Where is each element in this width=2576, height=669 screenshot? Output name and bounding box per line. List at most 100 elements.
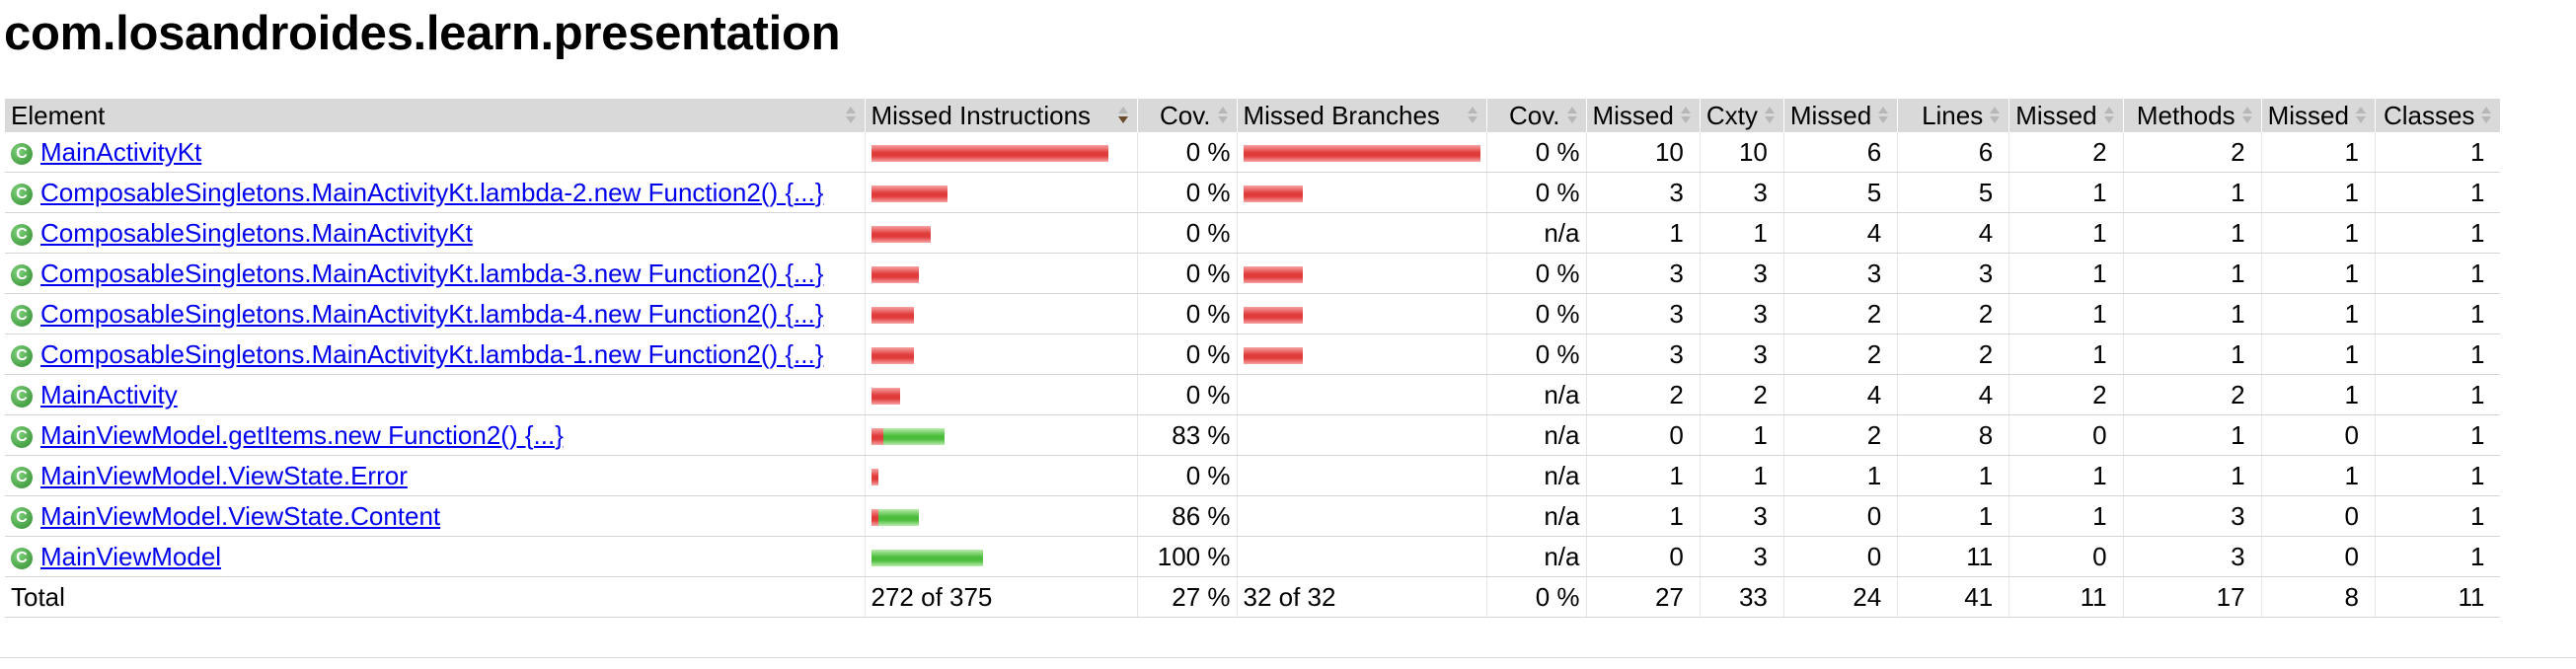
- missed-lines: 5: [1782, 172, 1898, 213]
- instructions-coverage: 0 %: [1136, 212, 1237, 254]
- complexity: 3: [1699, 293, 1784, 334]
- missed-instructions-bar: [871, 307, 914, 325]
- element-link[interactable]: ComposableSingletons.MainActivityKt.lamb…: [40, 258, 824, 288]
- missed-branches-bar: [1243, 266, 1303, 284]
- header-missed-classes[interactable]: Missed: [2260, 99, 2376, 132]
- instructions-coverage: 0 %: [1136, 253, 1237, 294]
- lines: 6: [1897, 132, 2009, 173]
- branches-coverage: n/a: [1485, 495, 1586, 537]
- element-cell: C MainViewModel.getItems.new Function2() …: [5, 414, 865, 456]
- total-classes: 11: [2374, 576, 2501, 618]
- covered-instructions-bar: [877, 509, 919, 527]
- instructions-coverage: 0 %: [1136, 172, 1237, 213]
- missed-methods: 1: [2008, 455, 2124, 496]
- table-row: C ComposableSingletons.MainActivityKt.lam…: [5, 293, 2501, 334]
- branches-bar-cell: [1236, 536, 1486, 577]
- missed-methods: 2: [2008, 132, 2124, 173]
- header-missed-branches[interactable]: Missed Branches: [1236, 99, 1486, 132]
- methods: 1: [2122, 293, 2262, 334]
- missed-instructions-bar: [871, 145, 1108, 163]
- missed-branches-bar: [1243, 347, 1303, 365]
- branches-bar-cell: [1236, 172, 1486, 213]
- element-link[interactable]: MainViewModel.getItems.new Function2() {…: [40, 419, 564, 450]
- class-icon: C: [11, 263, 33, 286]
- missed-complexity: 3: [1585, 293, 1701, 334]
- complexity: 10: [1699, 132, 1784, 173]
- branches-coverage: 0 %: [1485, 334, 1586, 375]
- header-methods[interactable]: Methods: [2122, 99, 2262, 132]
- total-branches: 32 of 32: [1236, 576, 1486, 618]
- header-missed-lines[interactable]: Missed: [1782, 99, 1898, 132]
- missed-complexity: 1: [1585, 212, 1701, 254]
- branches-bar-cell: [1236, 334, 1486, 375]
- instructions-bar-cell: [864, 253, 1137, 294]
- missed-lines: 4: [1782, 212, 1898, 254]
- element-link[interactable]: ComposableSingletons.MainActivityKt.lamb…: [40, 338, 824, 369]
- total-complexity: 33: [1699, 576, 1784, 618]
- classes: 1: [2374, 293, 2501, 334]
- sort-icon: [1467, 107, 1478, 124]
- methods: 1: [2122, 334, 2262, 375]
- missed-classes: 0: [2260, 536, 2376, 577]
- element-cell: C ComposableSingletons.MainActivityKt.lam…: [5, 172, 865, 213]
- branches-bar-cell: [1236, 293, 1486, 334]
- missed-classes: 1: [2260, 172, 2376, 213]
- coverage-table: Element Missed Instructions Cov. Missed …: [5, 99, 2501, 618]
- header-row: Element Missed Instructions Cov. Missed …: [5, 99, 2501, 132]
- element-link[interactable]: MainActivity: [40, 379, 178, 409]
- table-row: C MainViewModel.ViewState.Content 86 % n/a 1…: [5, 495, 2501, 537]
- sort-icon: [1566, 107, 1578, 124]
- branches-bar-cell: [1236, 212, 1486, 254]
- sort-icon: [2103, 107, 2115, 124]
- element-link[interactable]: MainActivityKt: [40, 136, 202, 167]
- header-instructions-coverage[interactable]: Cov.: [1136, 99, 1237, 132]
- header-element[interactable]: Element: [5, 99, 865, 132]
- header-missed-complexity[interactable]: Missed: [1585, 99, 1701, 132]
- element-link[interactable]: MainViewModel: [40, 541, 222, 571]
- classes: 1: [2374, 455, 2501, 496]
- class-icon: C: [11, 183, 33, 205]
- instructions-bar-cell: [864, 374, 1137, 415]
- missed-instructions-bar: [871, 226, 931, 244]
- lines: 1: [1897, 495, 2009, 537]
- header-branches-coverage[interactable]: Cov.: [1485, 99, 1586, 132]
- instructions-coverage: 86 %: [1136, 495, 1237, 537]
- covered-instructions-bar: [882, 428, 945, 446]
- instructions-bar-cell: [864, 455, 1137, 496]
- header-complexity[interactable]: Cxty: [1699, 99, 1784, 132]
- header-missed-methods[interactable]: Missed: [2008, 99, 2124, 132]
- class-icon: C: [11, 506, 33, 529]
- branches-coverage: 0 %: [1485, 172, 1586, 213]
- element-link[interactable]: ComposableSingletons.MainActivityKt.lamb…: [40, 298, 824, 329]
- element-cell: C ComposableSingletons.MainActivityKt.lam…: [5, 293, 865, 334]
- lines: 1: [1897, 455, 2009, 496]
- sort-icon: [1764, 107, 1776, 124]
- element-link[interactable]: ComposableSingletons.MainActivityKt.lamb…: [40, 177, 824, 207]
- header-lines[interactable]: Lines: [1897, 99, 2009, 132]
- header-classes[interactable]: Classes: [2374, 99, 2501, 132]
- element-link[interactable]: ComposableSingletons.MainActivityKt: [40, 217, 473, 248]
- sort-icon: [1877, 107, 1889, 124]
- branches-coverage: n/a: [1485, 414, 1586, 456]
- classes: 1: [2374, 212, 2501, 254]
- missed-instructions-bar: [871, 388, 900, 406]
- total-missed-complexity: 27: [1585, 576, 1701, 618]
- missed-complexity: 3: [1585, 172, 1701, 213]
- header-missed-instructions[interactable]: Missed Instructions: [864, 99, 1137, 132]
- methods: 3: [2122, 495, 2262, 537]
- element-cell: C ComposableSingletons.MainActivityKt.lam…: [5, 253, 865, 294]
- missed-methods: 0: [2008, 414, 2124, 456]
- missed-instructions-bar: [871, 428, 883, 446]
- missed-instructions-bar: [871, 469, 878, 486]
- element-link[interactable]: MainViewModel.ViewState.Error: [40, 460, 408, 490]
- instructions-bar-cell: [864, 495, 1137, 537]
- branches-bar-cell: [1236, 253, 1486, 294]
- class-icon: C: [11, 142, 33, 165]
- instructions-coverage: 0 %: [1136, 293, 1237, 334]
- total-branches-coverage: 0 %: [1485, 576, 1586, 618]
- complexity: 3: [1699, 253, 1784, 294]
- missed-methods: 1: [2008, 253, 2124, 294]
- element-link[interactable]: MainViewModel.ViewState.Content: [40, 500, 441, 531]
- table-row: C MainViewModel.getItems.new Function2() …: [5, 414, 2501, 456]
- instructions-coverage: 100 %: [1136, 536, 1237, 577]
